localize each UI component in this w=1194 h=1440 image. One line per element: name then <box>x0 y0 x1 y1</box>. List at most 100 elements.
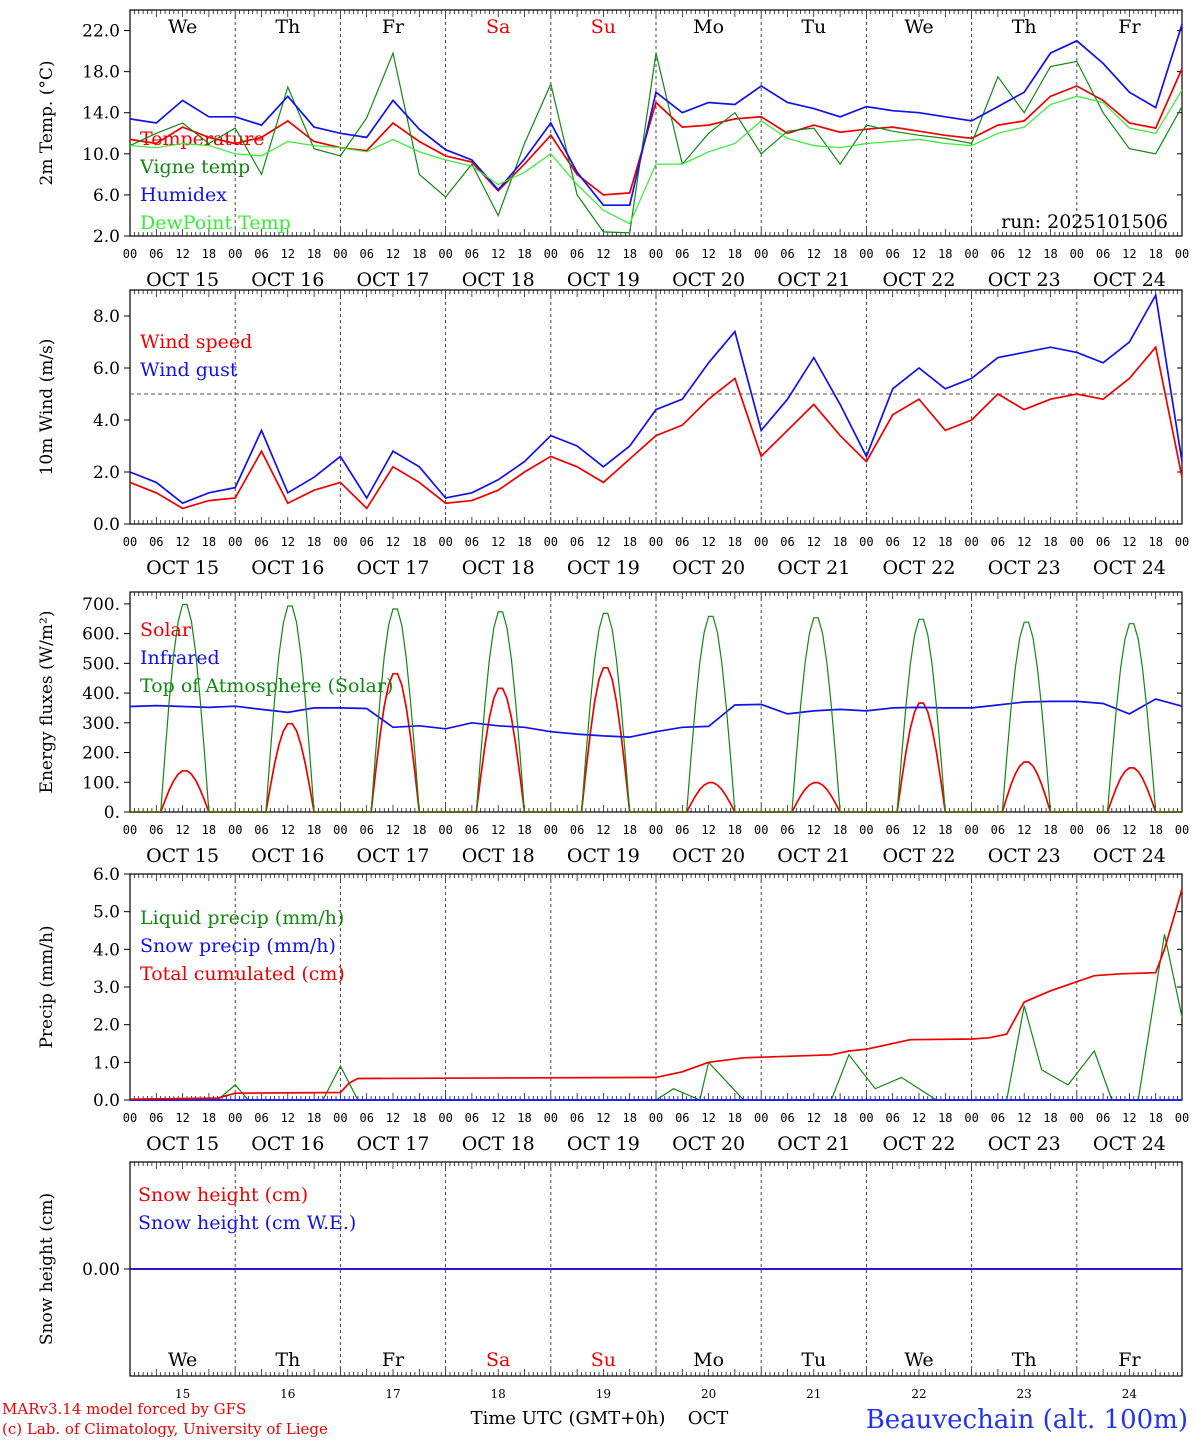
weekday-label-bottom: We <box>168 1349 197 1371</box>
x-hour-label: 18 <box>833 535 847 549</box>
day-number-label: 18 <box>491 1387 506 1401</box>
x-date-label: OCT 18 <box>462 845 535 867</box>
x-hour-label: 00 <box>754 535 768 549</box>
x-hour-label: 06 <box>359 823 373 837</box>
legend-entry: Vigne temp <box>139 156 250 178</box>
weekday-label-top: We <box>904 16 933 38</box>
x-date-label: OCT 21 <box>777 557 850 579</box>
x-date-label: OCT 20 <box>672 557 745 579</box>
y-tick-label: 400. <box>82 684 120 704</box>
y-tick-label: 500. <box>82 654 120 674</box>
day-number-label: 20 <box>701 1387 716 1401</box>
x-date-label: OCT 20 <box>672 269 745 291</box>
x-hour-label: 06 <box>780 1111 794 1125</box>
x-date-label: OCT 15 <box>146 557 219 579</box>
x-hour-label: 18 <box>307 247 321 261</box>
x-hour-label: 18 <box>1148 535 1162 549</box>
x-hour-label: 06 <box>465 535 479 549</box>
y-axis-title: Snow height (cm) <box>37 1193 57 1345</box>
weekday-label-bottom: Tu <box>801 1349 826 1371</box>
y-tick-label: 4.0 <box>93 411 120 431</box>
x-hour-label: 00 <box>859 823 873 837</box>
x-hour-label: 06 <box>465 823 479 837</box>
x-hour-label: 18 <box>1148 823 1162 837</box>
weekday-label-top: Fr <box>382 16 405 38</box>
x-date-label: OCT 21 <box>777 269 850 291</box>
x-hour-label: 18 <box>938 535 952 549</box>
y-tick-label: 14.0 <box>82 104 120 124</box>
x-hour-label: 18 <box>202 247 216 261</box>
x-date-label: OCT 20 <box>672 845 745 867</box>
x-hour-label: 18 <box>938 823 952 837</box>
x-hour-label: 00 <box>1175 247 1189 261</box>
weekday-label-bottom: Th <box>1012 1349 1037 1371</box>
weekday-label-bottom: We <box>904 1349 933 1371</box>
y-tick-label: 0.0 <box>93 515 120 535</box>
legend-entry: Snow height (cm) <box>138 1184 308 1206</box>
x-hour-label: 00 <box>438 247 452 261</box>
x-date-label: OCT 15 <box>146 845 219 867</box>
x-hour-label: 06 <box>254 247 268 261</box>
x-hour-label: 12 <box>912 1111 926 1125</box>
day-number-label: 16 <box>280 1387 295 1401</box>
day-number-label: 15 <box>175 1387 190 1401</box>
x-hour-label: 12 <box>175 823 189 837</box>
y-tick-label: 6.0 <box>93 359 120 379</box>
x-hour-label: 18 <box>412 535 426 549</box>
x-hour-label: 06 <box>885 247 899 261</box>
x-hour-label: 06 <box>254 535 268 549</box>
legend-entry: Total cumulated (cm) <box>140 963 345 985</box>
x-hour-label: 06 <box>149 247 163 261</box>
x-hour-label: 06 <box>465 1111 479 1125</box>
x-hour-label: 12 <box>807 1111 821 1125</box>
y-axis-title: 2m Temp. (°C) <box>37 60 57 185</box>
x-hour-label: 06 <box>359 535 373 549</box>
x-hour-label: 00 <box>1070 1111 1084 1125</box>
x-hour-label: 00 <box>964 535 978 549</box>
x-hour-label: 18 <box>202 823 216 837</box>
x-hour-label: 06 <box>1096 823 1110 837</box>
x-hour-label: 06 <box>991 535 1005 549</box>
x-date-label: OCT 22 <box>882 269 955 291</box>
x-date-label: OCT 23 <box>988 1133 1061 1155</box>
x-date-label: OCT 24 <box>1093 1133 1166 1155</box>
x-hour-label: 00 <box>123 535 137 549</box>
run-label: run: 2025101506 <box>1001 211 1168 233</box>
x-date-label: OCT 24 <box>1093 557 1166 579</box>
x-hour-label: 06 <box>780 823 794 837</box>
day-number-label: 19 <box>596 1387 611 1401</box>
y-tick-label: 3.0 <box>93 978 120 998</box>
weekday-label-top: Su <box>591 16 616 38</box>
x-hour-label: 12 <box>701 1111 715 1125</box>
x-hour-label: 18 <box>1043 823 1057 837</box>
day-number-label: 22 <box>911 1387 926 1401</box>
x-hour-label: 06 <box>675 1111 689 1125</box>
x-hour-label: 12 <box>491 535 505 549</box>
x-hour-label: 00 <box>544 535 558 549</box>
x-hour-label: 00 <box>1175 535 1189 549</box>
x-hour-label: 00 <box>438 1111 452 1125</box>
x-hour-label: 06 <box>149 1111 163 1125</box>
x-date-label: OCT 22 <box>882 1133 955 1155</box>
x-hour-label: 06 <box>359 1111 373 1125</box>
x-hour-label: 12 <box>386 1111 400 1125</box>
x-hour-label: 12 <box>701 823 715 837</box>
x-date-label: OCT 24 <box>1093 845 1166 867</box>
x-hour-label: 06 <box>149 535 163 549</box>
x-hour-label: 12 <box>281 823 295 837</box>
x-date-label: OCT 20 <box>672 1133 745 1155</box>
y-tick-label: 8.0 <box>93 307 120 327</box>
y-tick-label: 600. <box>82 625 120 645</box>
x-hour-label: 12 <box>596 247 610 261</box>
x-hour-label: 18 <box>412 823 426 837</box>
x-hour-label: 00 <box>754 247 768 261</box>
x-date-label: OCT 22 <box>882 845 955 867</box>
x-hour-label: 00 <box>228 247 242 261</box>
x-hour-label: 18 <box>517 535 531 549</box>
x-hour-label: 12 <box>596 1111 610 1125</box>
x-date-label: OCT 24 <box>1093 269 1166 291</box>
x-hour-label: 12 <box>386 247 400 261</box>
x-hour-label: 06 <box>675 247 689 261</box>
y-axis-title: Precip (mm/h) <box>37 925 57 1048</box>
